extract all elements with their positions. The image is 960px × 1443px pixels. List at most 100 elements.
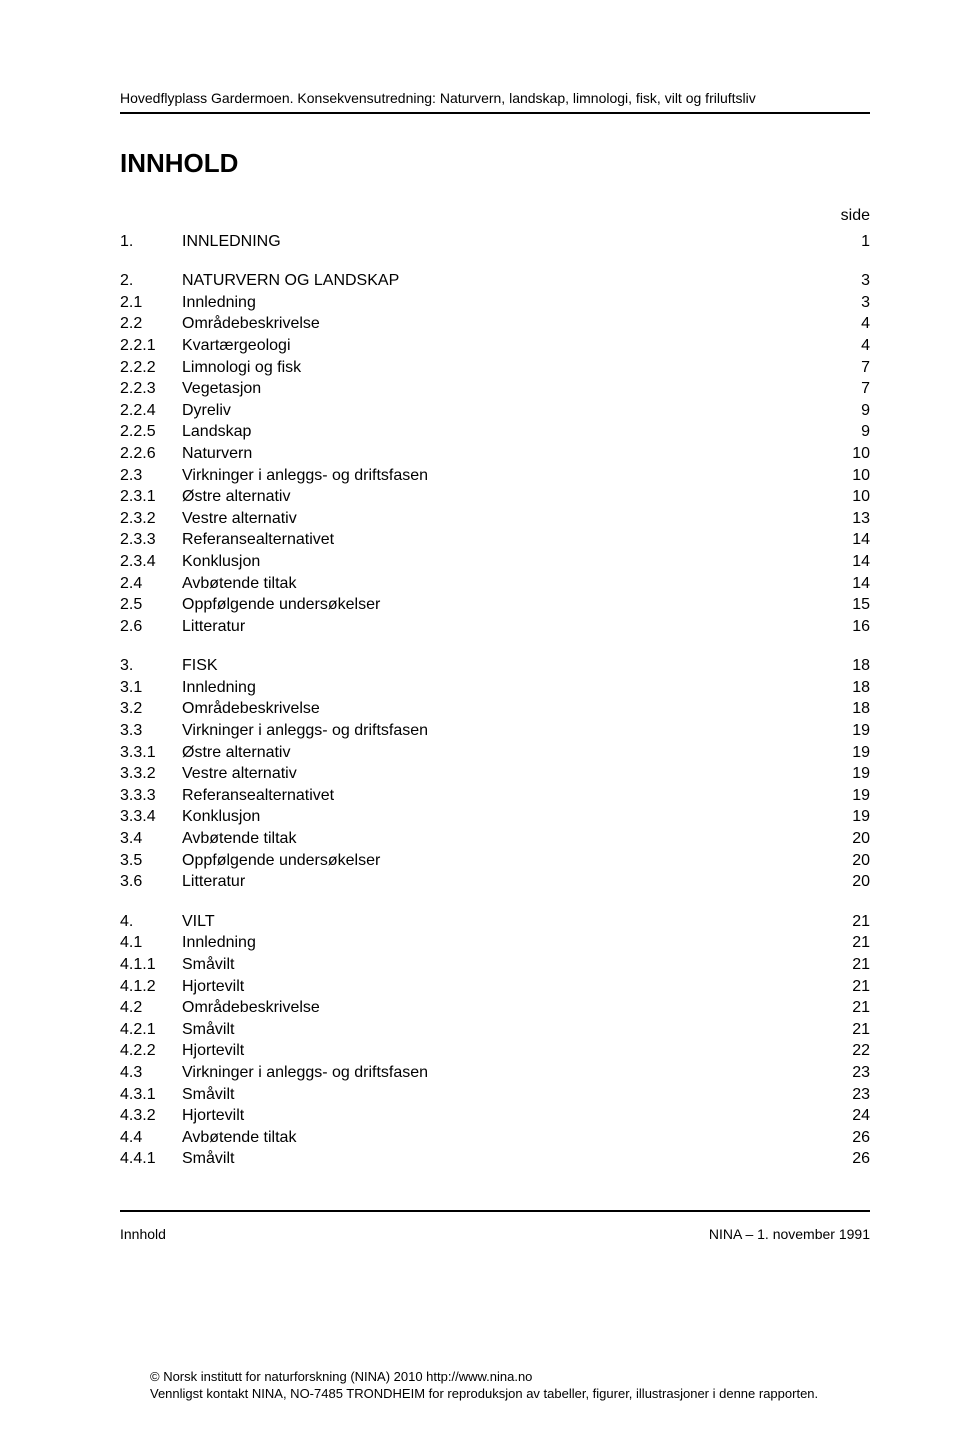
toc-entry-page: 14 xyxy=(820,529,870,551)
toc-entry-page: 19 xyxy=(820,763,870,785)
toc-entry-title: Oppfølgende undersøkelser xyxy=(182,594,820,616)
toc-block: 4.VILT214.1Innledning214.1.1Småvilt214.1… xyxy=(120,911,870,1170)
toc-block: 3.FISK183.1Innledning183.2Områdebeskrive… xyxy=(120,655,870,893)
toc-entry-page: 16 xyxy=(820,616,870,638)
toc-entry-title: Avbøtende tiltak xyxy=(182,828,820,850)
toc-entry-number: 3.5 xyxy=(120,850,182,872)
toc-row: 3.FISK18 xyxy=(120,655,870,677)
toc-entry-title: Avbøtende tiltak xyxy=(182,573,820,595)
toc-entry-title: Vegetasjon xyxy=(182,378,820,400)
toc-row: 4.4Avbøtende tiltak26 xyxy=(120,1127,870,1149)
toc-row: 2.3.2Vestre alternativ13 xyxy=(120,508,870,530)
toc-entry-number: 2.3.3 xyxy=(120,529,182,551)
page-column-label: side xyxy=(820,205,870,227)
toc-entry-title: NATURVERN OG LANDSKAP xyxy=(182,270,820,292)
toc-entry-page: 15 xyxy=(820,594,870,616)
toc-entry-number: 2.2.6 xyxy=(120,443,182,465)
toc-entry-title: Innledning xyxy=(182,292,820,314)
toc-row: 3.5Oppfølgende undersøkelser20 xyxy=(120,850,870,872)
toc-entry-number: 2.2.3 xyxy=(120,378,182,400)
toc-row: 2.2.1Kvartærgeologi4 xyxy=(120,335,870,357)
toc-entry-page: 4 xyxy=(820,313,870,335)
toc-entry-page: 19 xyxy=(820,785,870,807)
toc-entry-title: Innledning xyxy=(182,677,820,699)
toc-entry-title: Konklusjon xyxy=(182,551,820,573)
toc-row: 3.3Virkninger i anleggs- og driftsfasen1… xyxy=(120,720,870,742)
toc-row: 2.3.1Østre alternativ10 xyxy=(120,486,870,508)
toc-entry-page: 23 xyxy=(820,1084,870,1106)
toc-entry-number: 4.1.1 xyxy=(120,954,182,976)
toc-row: 2.4Avbøtende tiltak14 xyxy=(120,573,870,595)
toc-row: 4.3.1Småvilt23 xyxy=(120,1084,870,1106)
toc-entry-page: 10 xyxy=(820,465,870,487)
toc-entry-number: 2.3 xyxy=(120,465,182,487)
toc-row: 2.2Områdebeskrivelse4 xyxy=(120,313,870,335)
toc-entry-number: 3.3.2 xyxy=(120,763,182,785)
toc-entry-title: Områdebeskrivelse xyxy=(182,997,820,1019)
toc-entry-page: 23 xyxy=(820,1062,870,1084)
toc-row: 4.3Virkninger i anleggs- og driftsfasen2… xyxy=(120,1062,870,1084)
toc-entry-title: Naturvern xyxy=(182,443,820,465)
page-title: INNHOLD xyxy=(120,148,870,179)
toc-entry-number: 2.3.1 xyxy=(120,486,182,508)
toc-row: 3.2Områdebeskrivelse18 xyxy=(120,698,870,720)
toc-entry-number: 3.3.4 xyxy=(120,806,182,828)
toc-row: 4.2.1Småvilt21 xyxy=(120,1019,870,1041)
toc-entry-page: 13 xyxy=(820,508,870,530)
copyright-line-2: Vennligst kontakt NINA, NO-7485 TRONDHEI… xyxy=(150,1385,870,1403)
toc-entry-page: 19 xyxy=(820,742,870,764)
toc-entry-number: 3.4 xyxy=(120,828,182,850)
toc-entry-number: 4.3 xyxy=(120,1062,182,1084)
toc-entry-title: Østre alternativ xyxy=(182,742,820,764)
copyright-line-1: © Norsk institutt for naturforskning (NI… xyxy=(150,1368,870,1386)
toc-entry-number: 3.6 xyxy=(120,871,182,893)
toc-row: 2.5Oppfølgende undersøkelser15 xyxy=(120,594,870,616)
toc-row: 2.3.4Konklusjon14 xyxy=(120,551,870,573)
toc-entry-number: 3.3.3 xyxy=(120,785,182,807)
toc-entry-title: FISK xyxy=(182,655,820,677)
toc-entry-page: 14 xyxy=(820,551,870,573)
toc-entry-title: Innledning xyxy=(182,932,820,954)
toc-row: 2.6Litteratur16 xyxy=(120,616,870,638)
toc-entry-title: INNLEDNING xyxy=(182,231,820,253)
toc-entry-number: 3.1 xyxy=(120,677,182,699)
toc-entry-number: 2.3.4 xyxy=(120,551,182,573)
toc-entry-page: 26 xyxy=(820,1127,870,1149)
toc-entry-number: 2.2.5 xyxy=(120,421,182,443)
toc-row: 3.1Innledning18 xyxy=(120,677,870,699)
toc-entry-number: 2.4 xyxy=(120,573,182,595)
toc-entry-title: Småvilt xyxy=(182,954,820,976)
toc-row: 2.2.6Naturvern10 xyxy=(120,443,870,465)
toc-row: 2.1Innledning3 xyxy=(120,292,870,314)
toc-entry-page: 10 xyxy=(820,443,870,465)
toc-row: 4.2Områdebeskrivelse21 xyxy=(120,997,870,1019)
toc-entry-page: 3 xyxy=(820,292,870,314)
toc-row: 3.6Litteratur20 xyxy=(120,871,870,893)
toc-entry-number: 3.3.1 xyxy=(120,742,182,764)
toc-entry-title: Østre alternativ xyxy=(182,486,820,508)
toc-row: 2.3.3Referansealternativet14 xyxy=(120,529,870,551)
toc-row: 2.2.2Limnologi og fisk7 xyxy=(120,357,870,379)
toc-entry-page: 10 xyxy=(820,486,870,508)
toc-entry-number: 2.2.4 xyxy=(120,400,182,422)
toc-row: 2.2.4Dyreliv9 xyxy=(120,400,870,422)
toc-row: 4.1Innledning21 xyxy=(120,932,870,954)
toc-entry-page: 9 xyxy=(820,421,870,443)
copyright-note: © Norsk institutt for naturforskning (NI… xyxy=(150,1368,870,1403)
toc-entry-page: 21 xyxy=(820,1019,870,1041)
toc-entry-number: 3.3 xyxy=(120,720,182,742)
toc-entry-page: 21 xyxy=(820,997,870,1019)
toc-row: 3.3.2Vestre alternativ19 xyxy=(120,763,870,785)
toc-entry-title: Landskap xyxy=(182,421,820,443)
toc-entry-page: 7 xyxy=(820,357,870,379)
toc-entry-page: 22 xyxy=(820,1040,870,1062)
toc-entry-title: Konklusjon xyxy=(182,806,820,828)
toc-row: 4.1.1Småvilt21 xyxy=(120,954,870,976)
toc-entry-title: Litteratur xyxy=(182,616,820,638)
toc-entry-page: 18 xyxy=(820,677,870,699)
toc-entry-number: 1. xyxy=(120,231,182,253)
toc-entry-number: 4.2.1 xyxy=(120,1019,182,1041)
toc-entry-page: 21 xyxy=(820,954,870,976)
document-page: Hovedflyplass Gardermoen. Konsekvensutre… xyxy=(0,0,960,1443)
toc-entry-title: Småvilt xyxy=(182,1084,820,1106)
